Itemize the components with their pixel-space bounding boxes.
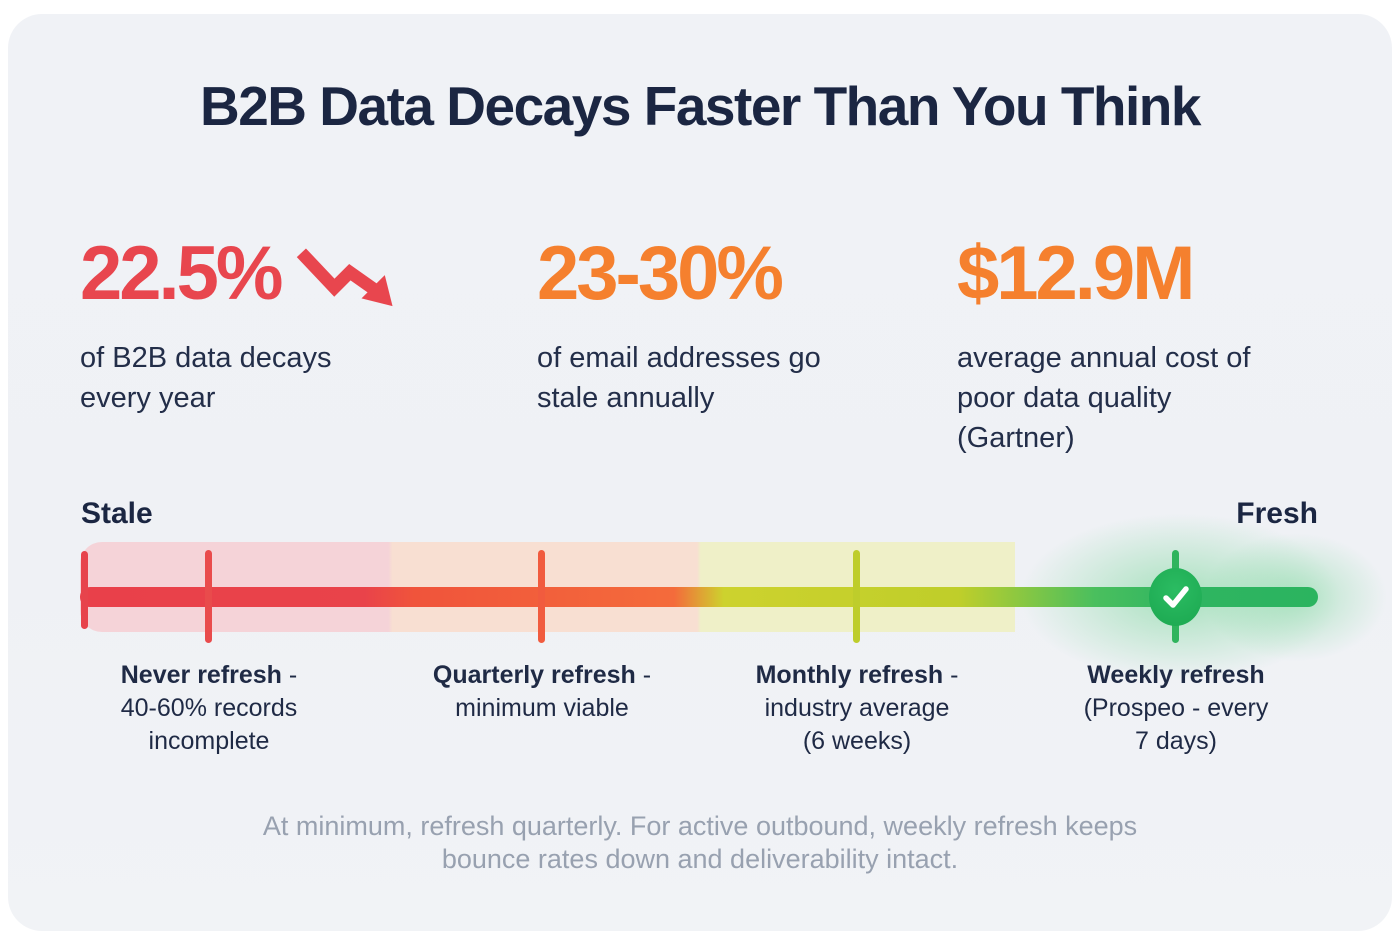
stat-email-stale: 23-30% of email addresses go stale annua… — [537, 236, 897, 418]
stat-email-stale-number: 23-30% — [537, 231, 784, 316]
stat-data-decay-value: 22.5% — [80, 236, 400, 312]
freshness-gradient-line — [80, 587, 1318, 607]
stat-data-decay: 22.5% of B2B data decays every year — [80, 236, 400, 418]
tick-never-refresh — [205, 550, 212, 643]
check-icon — [1162, 586, 1189, 608]
tick-monthly-refresh — [853, 550, 860, 643]
stat-cost: $12.9M average annual cost of poor data … — [957, 236, 1317, 458]
point-monthly-refresh-title: Monthly refresh — [755, 661, 944, 689]
point-never-refresh: Never refresh - 40-60% records incomplet… — [120, 661, 298, 755]
weekly-refresh-marker — [1149, 568, 1202, 626]
stat-data-decay-desc: of B2B data decays every year — [80, 342, 332, 414]
scale-label-fresh: Fresh — [1236, 497, 1318, 530]
point-quarterly-refresh: Quarterly refresh - minimum viable — [432, 661, 652, 722]
stat-data-decay-number: 22.5% — [80, 231, 283, 316]
scale-label-stale: Stale — [81, 497, 153, 530]
tick-quarterly-refresh — [538, 550, 545, 643]
infographic-card — [8, 14, 1392, 931]
point-weekly-refresh: Weekly refresh (Prospeo - every 7 days) — [1083, 661, 1269, 755]
stat-email-stale-desc: of email addresses go stale annually — [537, 342, 821, 414]
page-title: B2B Data Decays Faster Than You Think — [199, 75, 1202, 137]
stat-cost-number: $12.9M — [957, 231, 1195, 316]
point-monthly-refresh: Monthly refresh - industry average (6 we… — [755, 661, 959, 755]
point-never-refresh-title: Never refresh — [120, 661, 282, 689]
trend-down-arrow-icon — [296, 248, 393, 307]
point-quarterly-refresh-title: Quarterly refresh — [432, 661, 636, 689]
stat-email-stale-value: 23-30% — [537, 236, 897, 312]
footnote: At minimum, refresh quarterly. For activ… — [262, 811, 1138, 874]
stat-cost-desc: average annual cost of poor data quality… — [957, 342, 1251, 454]
tick-start — [81, 551, 88, 629]
stat-cost-value: $12.9M — [957, 236, 1317, 312]
point-weekly-refresh-title: Weekly refresh — [1087, 661, 1265, 689]
